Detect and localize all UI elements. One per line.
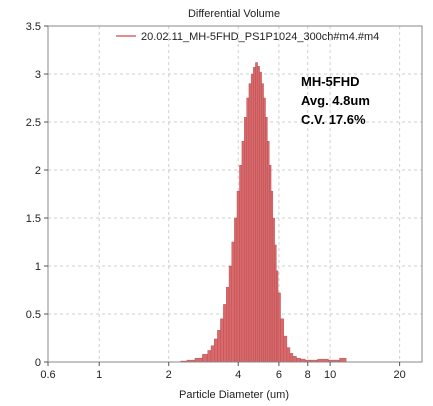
x-tick-label: 20 (393, 369, 405, 381)
y-tick-label: 0.5 (26, 309, 41, 321)
bar (255, 62, 258, 363)
bar (234, 217, 238, 363)
bar (292, 356, 297, 363)
bar (276, 270, 279, 363)
bar (280, 318, 284, 363)
x-tick-label: 0.6 (40, 369, 55, 381)
bar (210, 345, 215, 363)
y-tick-label: 1.5 (26, 213, 41, 225)
x-tick-label: 6 (276, 369, 282, 381)
bar (272, 217, 275, 363)
bar (244, 116, 247, 363)
annotation-cv: C.V. 17.6% (301, 112, 366, 127)
plot-frame (47, 25, 423, 363)
bar (231, 241, 235, 363)
bar (248, 83, 252, 363)
y-tick-label: 2.5 (26, 117, 41, 129)
y-tick-label: 1 (35, 261, 41, 273)
y-axis: 0 0.5 1 1.5 2 2.5 3 3.5 (26, 21, 48, 369)
bar (246, 97, 250, 363)
bar (274, 244, 277, 363)
y-tick-label: 3.5 (26, 21, 41, 33)
bar (207, 350, 212, 363)
bar (239, 164, 243, 363)
bar (286, 347, 291, 363)
bar (257, 66, 260, 363)
bar (270, 190, 274, 363)
grid (48, 25, 422, 362)
x-tick-label: 2 (166, 369, 172, 381)
annotation-name: MH-5FHD (301, 74, 360, 89)
bar (289, 353, 294, 363)
bar (214, 338, 218, 363)
bar (250, 73, 254, 363)
bar (283, 335, 288, 363)
legend: 20.02.11_MH-5FHD_PS1P1024_300ch#m4.#m4 (116, 31, 379, 43)
bar (263, 97, 266, 363)
annotation-box: MH-5FHD Avg. 4.8um C.V. 17.6% (301, 74, 370, 127)
bar (296, 357, 301, 363)
annotation-average: Avg. 4.8um (301, 93, 370, 108)
bar (261, 83, 264, 363)
bar (253, 67, 256, 363)
bar (265, 116, 268, 363)
chart-title: Differential Volume (188, 8, 280, 20)
bar (269, 164, 272, 363)
bar (339, 357, 347, 363)
bar (226, 286, 230, 363)
x-axis: 0.6 1 2 4 6 8 10 20 (40, 362, 406, 381)
x-tick-label: 4 (235, 369, 241, 381)
bar (267, 140, 270, 363)
x-tick-label: 10 (324, 369, 336, 381)
bar (220, 318, 224, 363)
x-axis-label: Particle Diameter (um) (179, 389, 289, 401)
y-tick-label: 0 (35, 357, 41, 369)
bar (194, 357, 203, 363)
bar (277, 292, 281, 363)
bar (241, 140, 245, 363)
x-tick-label: 8 (305, 369, 311, 381)
bar (236, 190, 240, 363)
bar (223, 304, 227, 363)
bar (228, 265, 232, 363)
bar (259, 71, 262, 363)
y-tick-label: 3 (35, 69, 41, 81)
legend-entry: 20.02.11_MH-5FHD_PS1P1024_300ch#m4.#m4 (141, 31, 379, 43)
bar (217, 330, 221, 363)
y-tick-label: 2 (35, 165, 41, 177)
bar (202, 354, 208, 363)
x-tick-label: 1 (96, 369, 102, 381)
